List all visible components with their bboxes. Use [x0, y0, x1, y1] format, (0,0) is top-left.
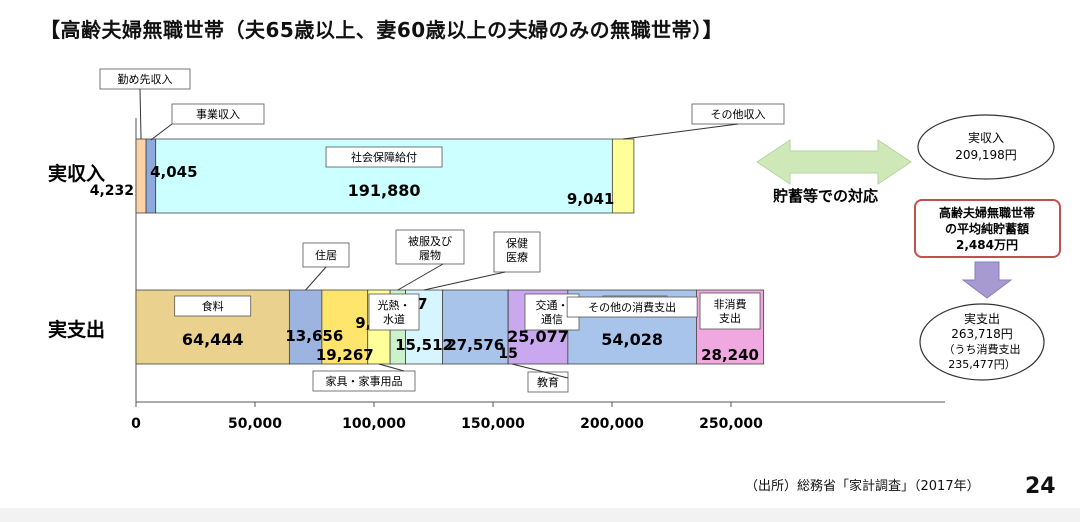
segment-name-non-consumption: 非消費: [714, 297, 747, 311]
x-tick-label: 50,000: [228, 416, 282, 432]
deficit-label: 貯蓄等での対応: [773, 187, 878, 205]
category-label-income: 実収入: [48, 162, 105, 185]
callout-education: 教育: [537, 375, 559, 389]
x-tick-label: 100,000: [342, 416, 406, 432]
data-label-food: 64,444: [182, 330, 244, 349]
savings-callout-text: の平均純貯蓄額: [945, 221, 1029, 236]
leader-line: [423, 271, 506, 291]
footer-band: [0, 508, 1080, 522]
data-label-utilities: 19,267: [316, 346, 374, 364]
leader-line: [623, 123, 739, 140]
segment-name-other-consumption-box: [566, 296, 698, 318]
x-tick-label: 0: [131, 416, 141, 432]
callout-health: 保健: [506, 236, 528, 250]
savings-callout-text: 2,484万円: [956, 238, 1018, 252]
x-tick-label: 150,000: [461, 416, 525, 432]
segment-name-utilities: 光熱・: [378, 298, 411, 312]
segment-name-social: 社会保障給付: [351, 150, 417, 164]
segment-name-utilities-box: [368, 293, 420, 331]
callout-salary: 勤め先収入: [118, 73, 173, 86]
callout-housing: 住居: [315, 248, 337, 262]
data-label-business: 4,045: [150, 163, 197, 181]
callout-salary-box: [99, 68, 191, 90]
leader-line: [139, 88, 142, 140]
income-bar-segment: [611, 138, 635, 214]
segment-name-other-consumption: その他の消費支出: [588, 300, 676, 314]
callout-business-box: [171, 103, 265, 125]
data-label-non-consumption: 28,240: [701, 346, 759, 364]
expenditure-bar-segment: [321, 289, 369, 365]
leader-line: [150, 123, 173, 141]
segment-name-transport: 交通・: [536, 298, 569, 312]
x-tick-label: 200,000: [580, 416, 644, 432]
expenditure-bar-segment: [288, 289, 323, 365]
savings-callout-text: 高齢夫婦無職世帯: [939, 205, 1035, 220]
data-label-other-consumption: 54,028: [601, 330, 663, 349]
segment-name-non-consumption-box: [699, 292, 761, 330]
x-tick-label: 250,000: [699, 416, 763, 432]
savings-callout-box: [914, 199, 1061, 258]
expenditure-total-text: 263,718円: [951, 327, 1013, 341]
page-title: 【高齢夫婦無職世帯（夫65歳以上、妻60歳以上の夫婦のみの無職世帯）】: [40, 18, 724, 42]
expenditure-total-text: 235,477円）: [948, 358, 1016, 371]
data-label-housing: 13,656: [285, 327, 343, 345]
callout-business: 事業収入: [196, 108, 240, 121]
leader-line: [512, 363, 569, 379]
income-total-ellipse: [917, 114, 1055, 180]
data-label-recreation: 25,077: [507, 327, 569, 346]
leader-line: [397, 263, 444, 291]
deficit-double-arrow: [756, 139, 912, 185]
down-arrow: [961, 261, 1013, 299]
page-number: 24: [1025, 474, 1056, 499]
data-label-transport: 27,576: [446, 336, 504, 354]
callout-furniture-box: [312, 370, 416, 392]
leader-line: [305, 266, 327, 291]
callout-health: 医療: [506, 250, 528, 264]
source-note: （出所）総務省「家計調査」（2017年）: [745, 479, 980, 494]
callout-other-income: その他収入: [711, 108, 766, 121]
expenditure-total-text: 実支出: [964, 311, 1000, 326]
leader-line: [378, 363, 405, 372]
callout-health-box: [493, 231, 541, 273]
callout-clothing-box: [395, 229, 465, 265]
expenditure-total-ellipse: [919, 303, 1045, 381]
data-label-social: 191,880: [348, 181, 421, 200]
income-total-text: 209,198円: [955, 148, 1017, 162]
income-bar-segment: [135, 138, 147, 214]
data-label-education: 15: [498, 346, 517, 362]
income-total-text: 実収入: [968, 130, 1004, 145]
segment-name-social-box: [325, 146, 443, 168]
data-label-salary: 4,232: [90, 183, 134, 199]
segment-name-food: 食料: [202, 299, 224, 313]
expenditure-total-text: （うち消費支出: [944, 342, 1021, 356]
expenditure-bar-segment: [442, 289, 509, 365]
callout-furniture: 家具・家事用品: [326, 374, 403, 388]
callout-education-box: [527, 371, 569, 393]
segment-name-food-box: [174, 295, 252, 317]
data-label-other-income: 9,041: [567, 190, 614, 208]
data-label-health: 15,512: [395, 336, 453, 354]
segment-name-non-consumption: 支出: [719, 311, 741, 325]
segment-name-transport: 通信: [541, 313, 563, 326]
segment-name-utilities: 水道: [383, 312, 405, 326]
callout-clothing: 履物: [419, 248, 441, 262]
callout-clothing: 被服及び: [408, 235, 452, 248]
category-label-expenditure: 実支出: [48, 318, 105, 341]
